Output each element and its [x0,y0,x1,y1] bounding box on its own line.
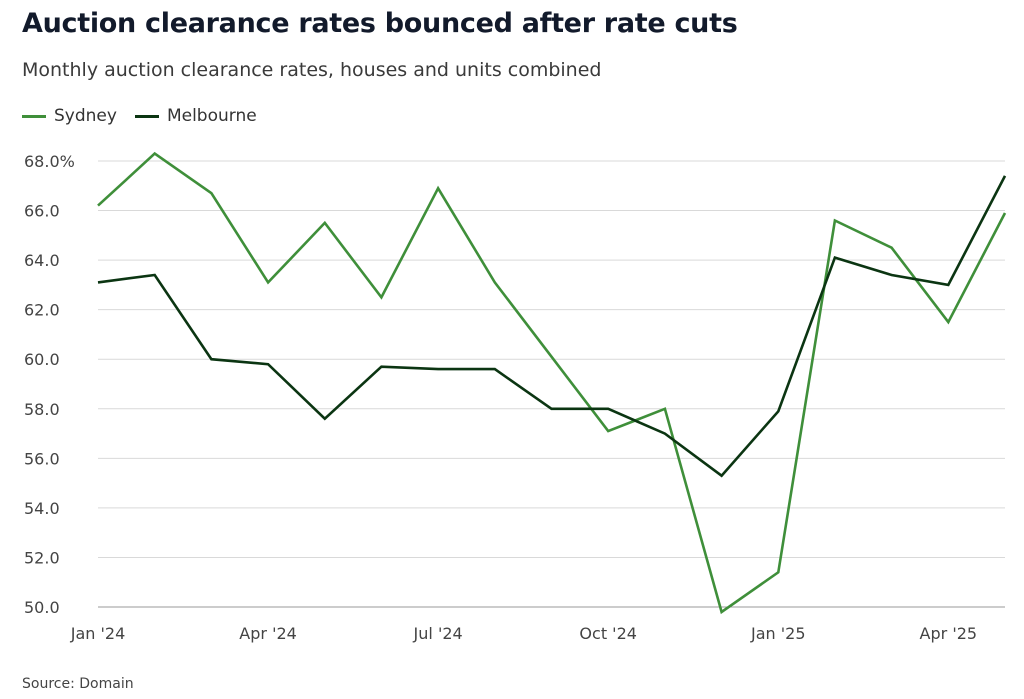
y-tick-label: 64.0 [24,251,60,270]
legend-item-melbourne: Melbourne [134,106,257,126]
x-tick-label: Oct '24 [579,624,637,643]
y-tick-label: 68.0% [24,152,75,171]
y-tick-label: 52.0 [24,548,60,567]
x-tick-label: Apr '24 [239,624,297,643]
x-tick-label: Jan '24 [70,624,126,643]
y-axis-ticks: 68.0% 66.0 64.0 62.0 60.0 58.0 56.0 54.0 52.0 50.… [24,152,75,617]
gridlines [98,160,1005,608]
y-tick-label: 62.0 [24,301,60,320]
legend-label-sydney: Sydney [54,106,117,126]
y-tick-label: 54.0 [24,499,60,518]
legend-label-melbourne: Melbourne [166,106,257,126]
legend-swatch-sydney [22,114,46,118]
chart-subtitle: Monthly auction clearance rates, houses … [22,59,602,81]
chart-legend: Sydney Melbourne [22,106,275,126]
y-tick-label: 56.0 [24,449,60,468]
y-tick-label: 60.0 [24,350,60,369]
series-lines [97,151,1007,615]
y-tick-label: 58.0 [24,400,60,419]
series-line-sydney [97,151,1007,615]
x-axis-ticks: Jan '24 Apr '24 Jul '24 Oct '24 Jan '25 Apr '… [70,624,977,643]
y-tick-label: 50.0 [24,598,60,617]
x-tick-label: Jan '25 [750,624,806,643]
x-tick-label: Jul '24 [413,624,463,643]
chart-title: Auction clearance rates bounced after ra… [22,8,738,39]
legend-item-sydney: Sydney [22,106,117,126]
y-tick-label: 66.0 [24,202,60,221]
x-tick-label: Apr '25 [920,624,978,643]
series-line-melbourne [97,175,1007,478]
legend-swatch-melbourne [134,114,159,118]
source-note: Source: Domain [22,676,134,692]
